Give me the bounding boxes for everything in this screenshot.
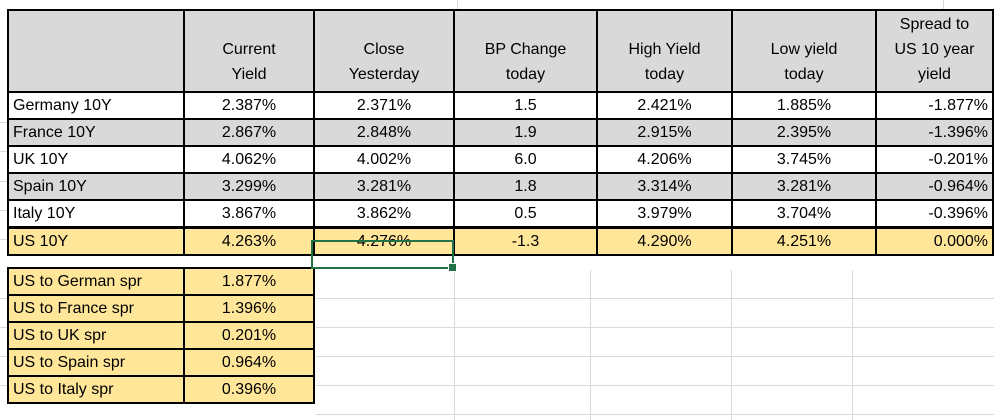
gridline: [0, 239, 7, 240]
row-us-10y: US 10Y 4.263% 4.276% -1.3 4.290% 4.251% …: [7, 226, 994, 256]
gridline: [0, 181, 7, 182]
column-header-spread[interactable]: Spread to US 10 year yield: [875, 9, 994, 93]
gridline: [316, 327, 994, 328]
gridline: [316, 385, 994, 386]
us-high-yield-cell[interactable]: 4.290%: [596, 226, 733, 256]
italy-low-yield-cell[interactable]: 3.704%: [731, 199, 877, 229]
france-close-yesterday-cell[interactable]: 2.848%: [313, 118, 455, 147]
uk-current-yield-cell[interactable]: 4.062%: [183, 145, 315, 174]
gridline: [0, 356, 7, 357]
header-row: Current Yield Close Yesterday BP Change …: [7, 9, 994, 93]
row-germany-10y: Germany 10Y 2.387% 2.371% 1.5 2.421% 1.8…: [7, 91, 994, 120]
us-german-spread-label-cell[interactable]: US to German spr: [7, 267, 185, 296]
us-italy-spread-value-cell[interactable]: 0.396%: [183, 375, 315, 404]
column-header-current-yield[interactable]: Current Yield: [183, 9, 315, 93]
germany-low-yield-cell[interactable]: 1.885%: [731, 91, 877, 120]
row-uk-10y: UK 10Y 4.062% 4.002% 6.0 4.206% 3.745% -…: [7, 145, 994, 174]
italy-label-cell[interactable]: Italy 10Y: [7, 199, 185, 229]
germany-bp-change-cell[interactable]: 1.5: [453, 91, 598, 120]
france-current-yield-cell[interactable]: 2.867%: [183, 118, 315, 147]
us-bp-change-cell[interactable]: -1.3: [453, 226, 598, 256]
germany-label-cell[interactable]: Germany 10Y: [7, 91, 185, 120]
column-header-bp-change[interactable]: BP Change today: [453, 9, 598, 93]
row-italy-10y: Italy 10Y 3.867% 3.862% 0.5 3.979% 3.704…: [7, 199, 994, 229]
row-us-german-spread: US to German spr 1.877%: [7, 267, 315, 296]
gridline: [316, 356, 994, 357]
germany-close-yesterday-cell[interactable]: 2.371%: [313, 91, 455, 120]
corner-header-cell[interactable]: [7, 9, 185, 93]
gridline: [0, 385, 7, 386]
us-uk-spread-value-cell[interactable]: 0.201%: [183, 321, 315, 350]
france-bp-change-cell[interactable]: 1.9: [453, 118, 598, 147]
us-france-spread-value-cell[interactable]: 1.396%: [183, 294, 315, 323]
column-header-close-yesterday[interactable]: Close Yesterday: [313, 9, 455, 93]
us-close-yesterday-cell[interactable]: 4.276%: [313, 226, 455, 256]
us-spain-spread-value-cell[interactable]: 0.964%: [183, 348, 315, 377]
uk-low-yield-cell[interactable]: 3.745%: [731, 145, 877, 174]
row-spain-10y: Spain 10Y 3.299% 3.281% 1.8 3.314% 3.281…: [7, 172, 994, 201]
france-spread-cell[interactable]: -1.396%: [875, 118, 994, 147]
us-label-cell[interactable]: US 10Y: [7, 226, 185, 256]
row-us-france-spread: US to France spr 1.396%: [7, 294, 315, 323]
uk-spread-cell[interactable]: -0.201%: [875, 145, 994, 174]
france-low-yield-cell[interactable]: 2.395%: [731, 118, 877, 147]
gridline: [0, 298, 7, 299]
gridline: [943, 0, 944, 9]
france-high-yield-cell[interactable]: 2.915%: [596, 118, 733, 147]
gridline: [316, 414, 994, 415]
row-us-spain-spread: US to Spain spr 0.964%: [7, 348, 315, 377]
us-uk-spread-label-cell[interactable]: US to UK spr: [7, 321, 185, 350]
uk-label-cell[interactable]: UK 10Y: [7, 145, 185, 174]
gridline: [0, 122, 7, 123]
uk-bp-change-cell[interactable]: 6.0: [453, 145, 598, 174]
spain-bp-change-cell[interactable]: 1.8: [453, 172, 598, 201]
gridline: [457, 0, 458, 9]
italy-close-yesterday-cell[interactable]: 3.862%: [313, 199, 455, 229]
us-current-yield-cell[interactable]: 4.263%: [183, 226, 315, 256]
gridline: [0, 151, 7, 152]
gridline: [852, 270, 853, 420]
spain-spread-cell[interactable]: -0.964%: [875, 172, 994, 201]
us-spread-cell[interactable]: 0.000%: [875, 226, 994, 256]
fill-handle[interactable]: [448, 263, 457, 272]
spreads-table: US to German spr 1.877% US to France spr…: [7, 267, 315, 404]
germany-current-yield-cell[interactable]: 2.387%: [183, 91, 315, 120]
spain-current-yield-cell[interactable]: 3.299%: [183, 172, 315, 201]
column-header-high-yield[interactable]: High Yield today: [596, 9, 733, 93]
gridline: [454, 270, 455, 420]
gridline: [731, 270, 732, 420]
gridline: [316, 298, 994, 299]
yields-table: Current Yield Close Yesterday BP Change …: [7, 9, 994, 256]
uk-close-yesterday-cell[interactable]: 4.002%: [313, 145, 455, 174]
gridline: [590, 270, 591, 420]
spain-label-cell[interactable]: Spain 10Y: [7, 172, 185, 201]
italy-current-yield-cell[interactable]: 3.867%: [183, 199, 315, 229]
row-us-italy-spread: US to Italy spr 0.396%: [7, 375, 315, 404]
row-us-uk-spread: US to UK spr 0.201%: [7, 321, 315, 350]
us-spain-spread-label-cell[interactable]: US to Spain spr: [7, 348, 185, 377]
italy-high-yield-cell[interactable]: 3.979%: [596, 199, 733, 229]
spain-close-yesterday-cell[interactable]: 3.281%: [313, 172, 455, 201]
gridline: [0, 327, 7, 328]
row-france-10y: France 10Y 2.867% 2.848% 1.9 2.915% 2.39…: [7, 118, 994, 147]
us-low-yield-cell[interactable]: 4.251%: [731, 226, 877, 256]
gridline: [0, 210, 7, 211]
italy-bp-change-cell[interactable]: 0.5: [453, 199, 598, 229]
france-label-cell[interactable]: France 10Y: [7, 118, 185, 147]
germany-high-yield-cell[interactable]: 2.421%: [596, 91, 733, 120]
column-header-low-yield[interactable]: Low yield today: [731, 9, 877, 93]
spain-low-yield-cell[interactable]: 3.281%: [731, 172, 877, 201]
uk-high-yield-cell[interactable]: 4.206%: [596, 145, 733, 174]
spain-high-yield-cell[interactable]: 3.314%: [596, 172, 733, 201]
us-italy-spread-label-cell[interactable]: US to Italy spr: [7, 375, 185, 404]
italy-spread-cell[interactable]: -0.396%: [875, 199, 994, 229]
germany-spread-cell[interactable]: -1.877%: [875, 91, 994, 120]
us-france-spread-label-cell[interactable]: US to France spr: [7, 294, 185, 323]
us-german-spread-value-cell[interactable]: 1.877%: [183, 267, 315, 296]
